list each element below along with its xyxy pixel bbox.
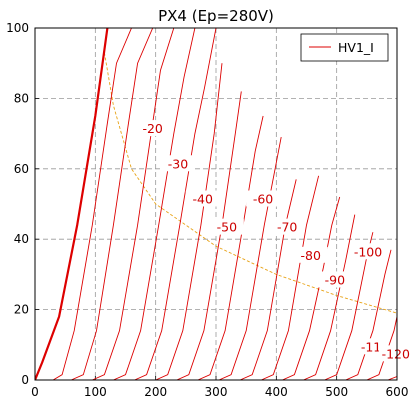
curve-label: -100 bbox=[354, 244, 382, 259]
curve-label-bg bbox=[317, 271, 352, 288]
plate-curve-150 bbox=[345, 249, 392, 380]
curve-label: -40 bbox=[193, 191, 213, 206]
x-tick-label: 400 bbox=[265, 385, 288, 399]
plate-curve-120 bbox=[282, 196, 341, 380]
y-tick-label: 0 bbox=[21, 373, 29, 387]
curve-label-bg bbox=[378, 345, 413, 362]
plate-curve-100 bbox=[239, 179, 297, 380]
plot-frame bbox=[34, 27, 398, 381]
x-tick-label: 500 bbox=[325, 385, 348, 399]
curve-label-bg bbox=[351, 243, 386, 260]
curve-label-bg bbox=[209, 218, 244, 235]
legend-label: HV1_I bbox=[338, 40, 374, 55]
plate-curve-40 bbox=[113, 28, 196, 380]
x-tick-label: 0 bbox=[31, 385, 39, 399]
plate-curve-170 bbox=[387, 376, 397, 380]
curve-label: -120 bbox=[382, 346, 410, 361]
curve-label: -20 bbox=[142, 121, 162, 136]
x-tick-label: 300 bbox=[205, 385, 228, 399]
plate-curve-110 bbox=[261, 175, 320, 380]
curve-label: -70 bbox=[277, 220, 297, 235]
y-tick-label: 20 bbox=[14, 303, 29, 317]
curve-label-bg bbox=[135, 120, 170, 137]
plate-curve-0 bbox=[35, 28, 109, 380]
x-tick-label: 100 bbox=[84, 385, 107, 399]
curve-label: -11 bbox=[361, 339, 381, 354]
curve-label: -30 bbox=[168, 156, 188, 171]
load-line-group bbox=[103, 52, 397, 314]
curve-label-bg bbox=[246, 190, 281, 207]
plate-curve-90 bbox=[218, 137, 282, 380]
x-tick-label: 600 bbox=[386, 385, 409, 399]
x-axis-ticks: 0 100 200 300 400 500 600 bbox=[31, 376, 408, 399]
curve-label-bg bbox=[160, 155, 195, 172]
y-axis-ticks: 0 20 40 60 80 100 bbox=[6, 21, 39, 387]
plate-curve-10 bbox=[52, 28, 132, 380]
y-tick-label: 100 bbox=[6, 21, 29, 35]
curve-label: -90 bbox=[325, 272, 345, 287]
plate-curve-60 bbox=[155, 63, 223, 380]
curve-label-bg bbox=[270, 218, 305, 235]
x-tick-label: 200 bbox=[144, 385, 167, 399]
plate-curve-50 bbox=[134, 28, 217, 380]
chart-title: PX4 (Ep=280V) bbox=[158, 7, 274, 25]
plate-curve-20 bbox=[71, 28, 154, 380]
curve-label: -60 bbox=[253, 191, 273, 206]
curve-label-bg bbox=[185, 190, 220, 207]
load-line bbox=[103, 52, 397, 314]
curve-label: -80 bbox=[301, 248, 321, 263]
curve-labels: -20 -30 -40 -50 -60 -70 -80 -90 -100 -11 -120 bbox=[135, 120, 413, 362]
curve-label: -50 bbox=[217, 220, 237, 235]
y-tick-label: 40 bbox=[14, 232, 29, 246]
legend: HV1_I bbox=[300, 33, 389, 62]
curve-label-bg bbox=[293, 246, 328, 263]
plate-curve-30 bbox=[92, 28, 175, 380]
y-tick-label: 60 bbox=[14, 162, 29, 176]
y-tick-label: 80 bbox=[14, 91, 29, 105]
plate-curves bbox=[35, 28, 397, 380]
plate-curve-70 bbox=[176, 91, 242, 380]
plate-curve-130 bbox=[303, 214, 356, 380]
plate-curve-80 bbox=[197, 115, 264, 380]
